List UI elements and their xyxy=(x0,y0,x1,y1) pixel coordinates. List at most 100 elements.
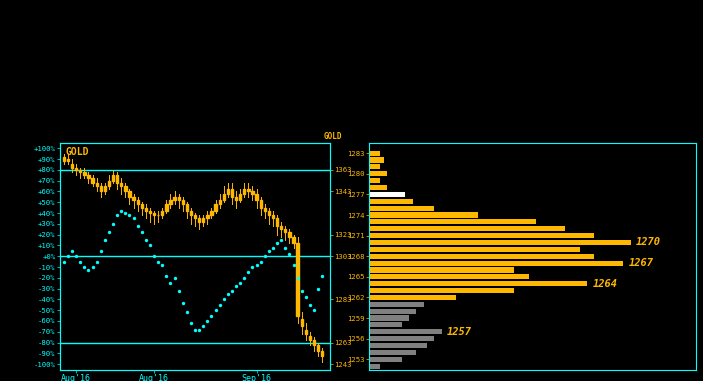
Bar xyxy=(369,274,529,279)
Bar xyxy=(264,208,266,211)
Bar xyxy=(369,288,515,293)
Bar xyxy=(292,237,295,243)
Point xyxy=(239,275,250,281)
Point xyxy=(247,264,258,270)
Bar xyxy=(235,197,237,200)
Point xyxy=(264,248,275,254)
Bar xyxy=(247,189,250,191)
Bar xyxy=(149,211,151,213)
Bar xyxy=(219,200,221,204)
Text: GOLD: GOLD xyxy=(65,147,89,157)
Bar xyxy=(369,261,624,266)
Bar xyxy=(239,194,241,200)
Bar xyxy=(369,302,423,307)
Bar xyxy=(252,191,254,194)
Bar xyxy=(369,322,402,328)
Bar xyxy=(227,189,229,194)
Point xyxy=(99,237,110,243)
Point xyxy=(108,221,119,227)
Bar xyxy=(112,175,114,181)
Bar xyxy=(369,185,387,190)
Point xyxy=(177,299,188,306)
Bar xyxy=(369,226,565,231)
Bar xyxy=(100,186,102,191)
Point xyxy=(271,240,283,246)
Bar xyxy=(288,232,290,237)
Point xyxy=(316,273,328,279)
Bar xyxy=(280,226,283,229)
Point xyxy=(165,280,176,286)
Text: GOLD:  21-day linear regression trend consistency
   as described by the "Baby B: GOLD: 21-day linear regression trend con… xyxy=(11,4,304,44)
Bar xyxy=(243,189,245,194)
Bar xyxy=(369,336,434,341)
Bar xyxy=(369,363,380,369)
Point xyxy=(198,323,209,330)
Point xyxy=(235,280,246,286)
Point xyxy=(267,245,278,251)
Bar xyxy=(369,350,416,355)
Point xyxy=(190,327,201,333)
Point xyxy=(296,288,307,294)
Bar xyxy=(369,329,441,335)
Bar xyxy=(369,309,416,314)
Bar xyxy=(181,200,184,204)
Text: 1270: 1270 xyxy=(636,237,661,248)
Bar xyxy=(369,157,384,163)
Bar xyxy=(369,219,536,224)
Point xyxy=(309,307,320,313)
Point xyxy=(148,253,160,259)
Point xyxy=(222,291,233,297)
Bar xyxy=(174,197,176,200)
Bar xyxy=(369,240,631,245)
Bar xyxy=(202,218,205,222)
Point xyxy=(120,210,131,216)
Bar xyxy=(259,200,262,208)
Point xyxy=(83,267,94,273)
Point xyxy=(304,302,316,308)
Point xyxy=(144,242,155,248)
Bar xyxy=(63,157,65,161)
Text: 1257: 1257 xyxy=(447,327,472,337)
Bar xyxy=(276,218,278,226)
Bar xyxy=(124,186,127,191)
Point xyxy=(300,294,311,300)
Bar xyxy=(194,215,196,218)
Bar xyxy=(96,183,98,186)
Point xyxy=(231,283,242,290)
Bar xyxy=(67,159,69,161)
Point xyxy=(91,259,103,265)
Point xyxy=(161,273,172,279)
Text: 1267: 1267 xyxy=(628,258,654,268)
Text: GOLD:  10-day Market Profile of volume traded
per price point; coloured swath co: GOLD: 10-day Market Profile of volume tr… xyxy=(362,4,644,44)
Bar xyxy=(223,194,225,200)
Bar xyxy=(231,189,233,197)
Bar xyxy=(369,267,515,272)
Point xyxy=(87,264,98,270)
Point xyxy=(112,212,123,218)
Bar xyxy=(309,336,311,341)
Point xyxy=(251,262,262,268)
Bar xyxy=(79,170,82,172)
Bar xyxy=(301,319,303,327)
Point xyxy=(243,269,254,275)
Bar xyxy=(161,211,163,215)
Bar xyxy=(153,213,155,215)
Bar xyxy=(169,200,172,204)
Point xyxy=(276,237,287,243)
Bar xyxy=(108,181,110,186)
Point xyxy=(280,245,291,251)
Point xyxy=(173,288,184,294)
Point xyxy=(193,327,205,333)
Point xyxy=(95,248,106,254)
Bar xyxy=(206,215,209,218)
Bar xyxy=(255,194,258,200)
Bar xyxy=(369,315,409,321)
Bar xyxy=(83,172,86,175)
Point xyxy=(210,307,221,313)
Point xyxy=(288,262,299,268)
Bar xyxy=(369,164,380,170)
Bar xyxy=(87,175,89,178)
Point xyxy=(66,248,78,254)
Bar xyxy=(369,281,587,286)
Bar xyxy=(91,178,93,183)
